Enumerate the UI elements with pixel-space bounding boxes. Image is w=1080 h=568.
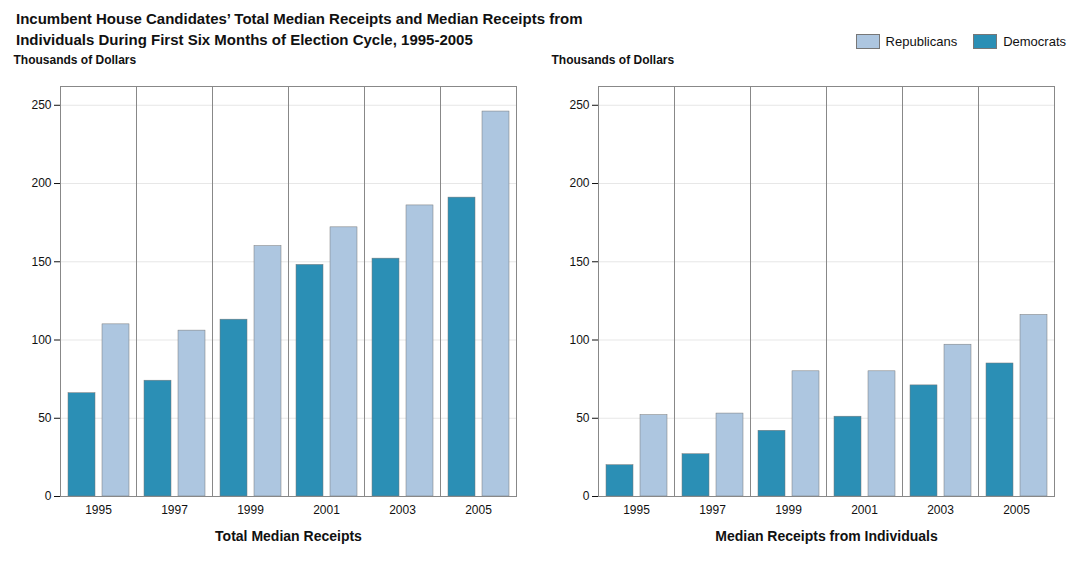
svg-text:1997: 1997: [161, 503, 188, 517]
svg-text:250: 250: [569, 98, 589, 112]
svg-text:Median Receipts from Individua: Median Receipts from Individuals: [715, 528, 938, 544]
svg-text:2005: 2005: [1003, 503, 1030, 517]
svg-text:Total Median Receipts: Total Median Receipts: [215, 528, 362, 544]
svg-text:100: 100: [569, 333, 589, 347]
svg-text:0: 0: [583, 489, 590, 503]
svg-text:1995: 1995: [85, 503, 112, 517]
html-text:Individuals During First Six M: Individuals During First Six Months of E…: [16, 31, 473, 48]
svg-text:2005: 2005: [465, 503, 492, 517]
svg-text:50: 50: [38, 411, 52, 425]
svg-text:2003: 2003: [389, 503, 416, 517]
html-text:Incumbent House Candidates’ To: Incumbent House Candidates’ Total Median…: [16, 10, 583, 27]
svg-text:200: 200: [569, 176, 589, 190]
svg-text:1997: 1997: [699, 503, 726, 517]
svg-text:200: 200: [31, 176, 51, 190]
html-text:Republicans: Republicans: [885, 34, 958, 49]
svg-text:Thousands of Dollars: Thousands of Dollars: [14, 53, 137, 67]
svg-text:1995: 1995: [623, 503, 650, 517]
svg-text:150: 150: [31, 255, 51, 269]
svg-text:Thousands of Dollars: Thousands of Dollars: [552, 53, 675, 67]
svg-text:2001: 2001: [313, 503, 340, 517]
svg-text:0: 0: [45, 489, 52, 503]
svg-text:1999: 1999: [775, 503, 802, 517]
svg-text:50: 50: [576, 411, 590, 425]
svg-text:2001: 2001: [851, 503, 878, 517]
html-text:Democrats: Democrats: [1003, 34, 1066, 49]
svg-text:150: 150: [569, 255, 589, 269]
svg-text:250: 250: [31, 98, 51, 112]
svg-text:1999: 1999: [237, 503, 264, 517]
svg-text:2003: 2003: [927, 503, 954, 517]
svg-text:100: 100: [31, 333, 51, 347]
